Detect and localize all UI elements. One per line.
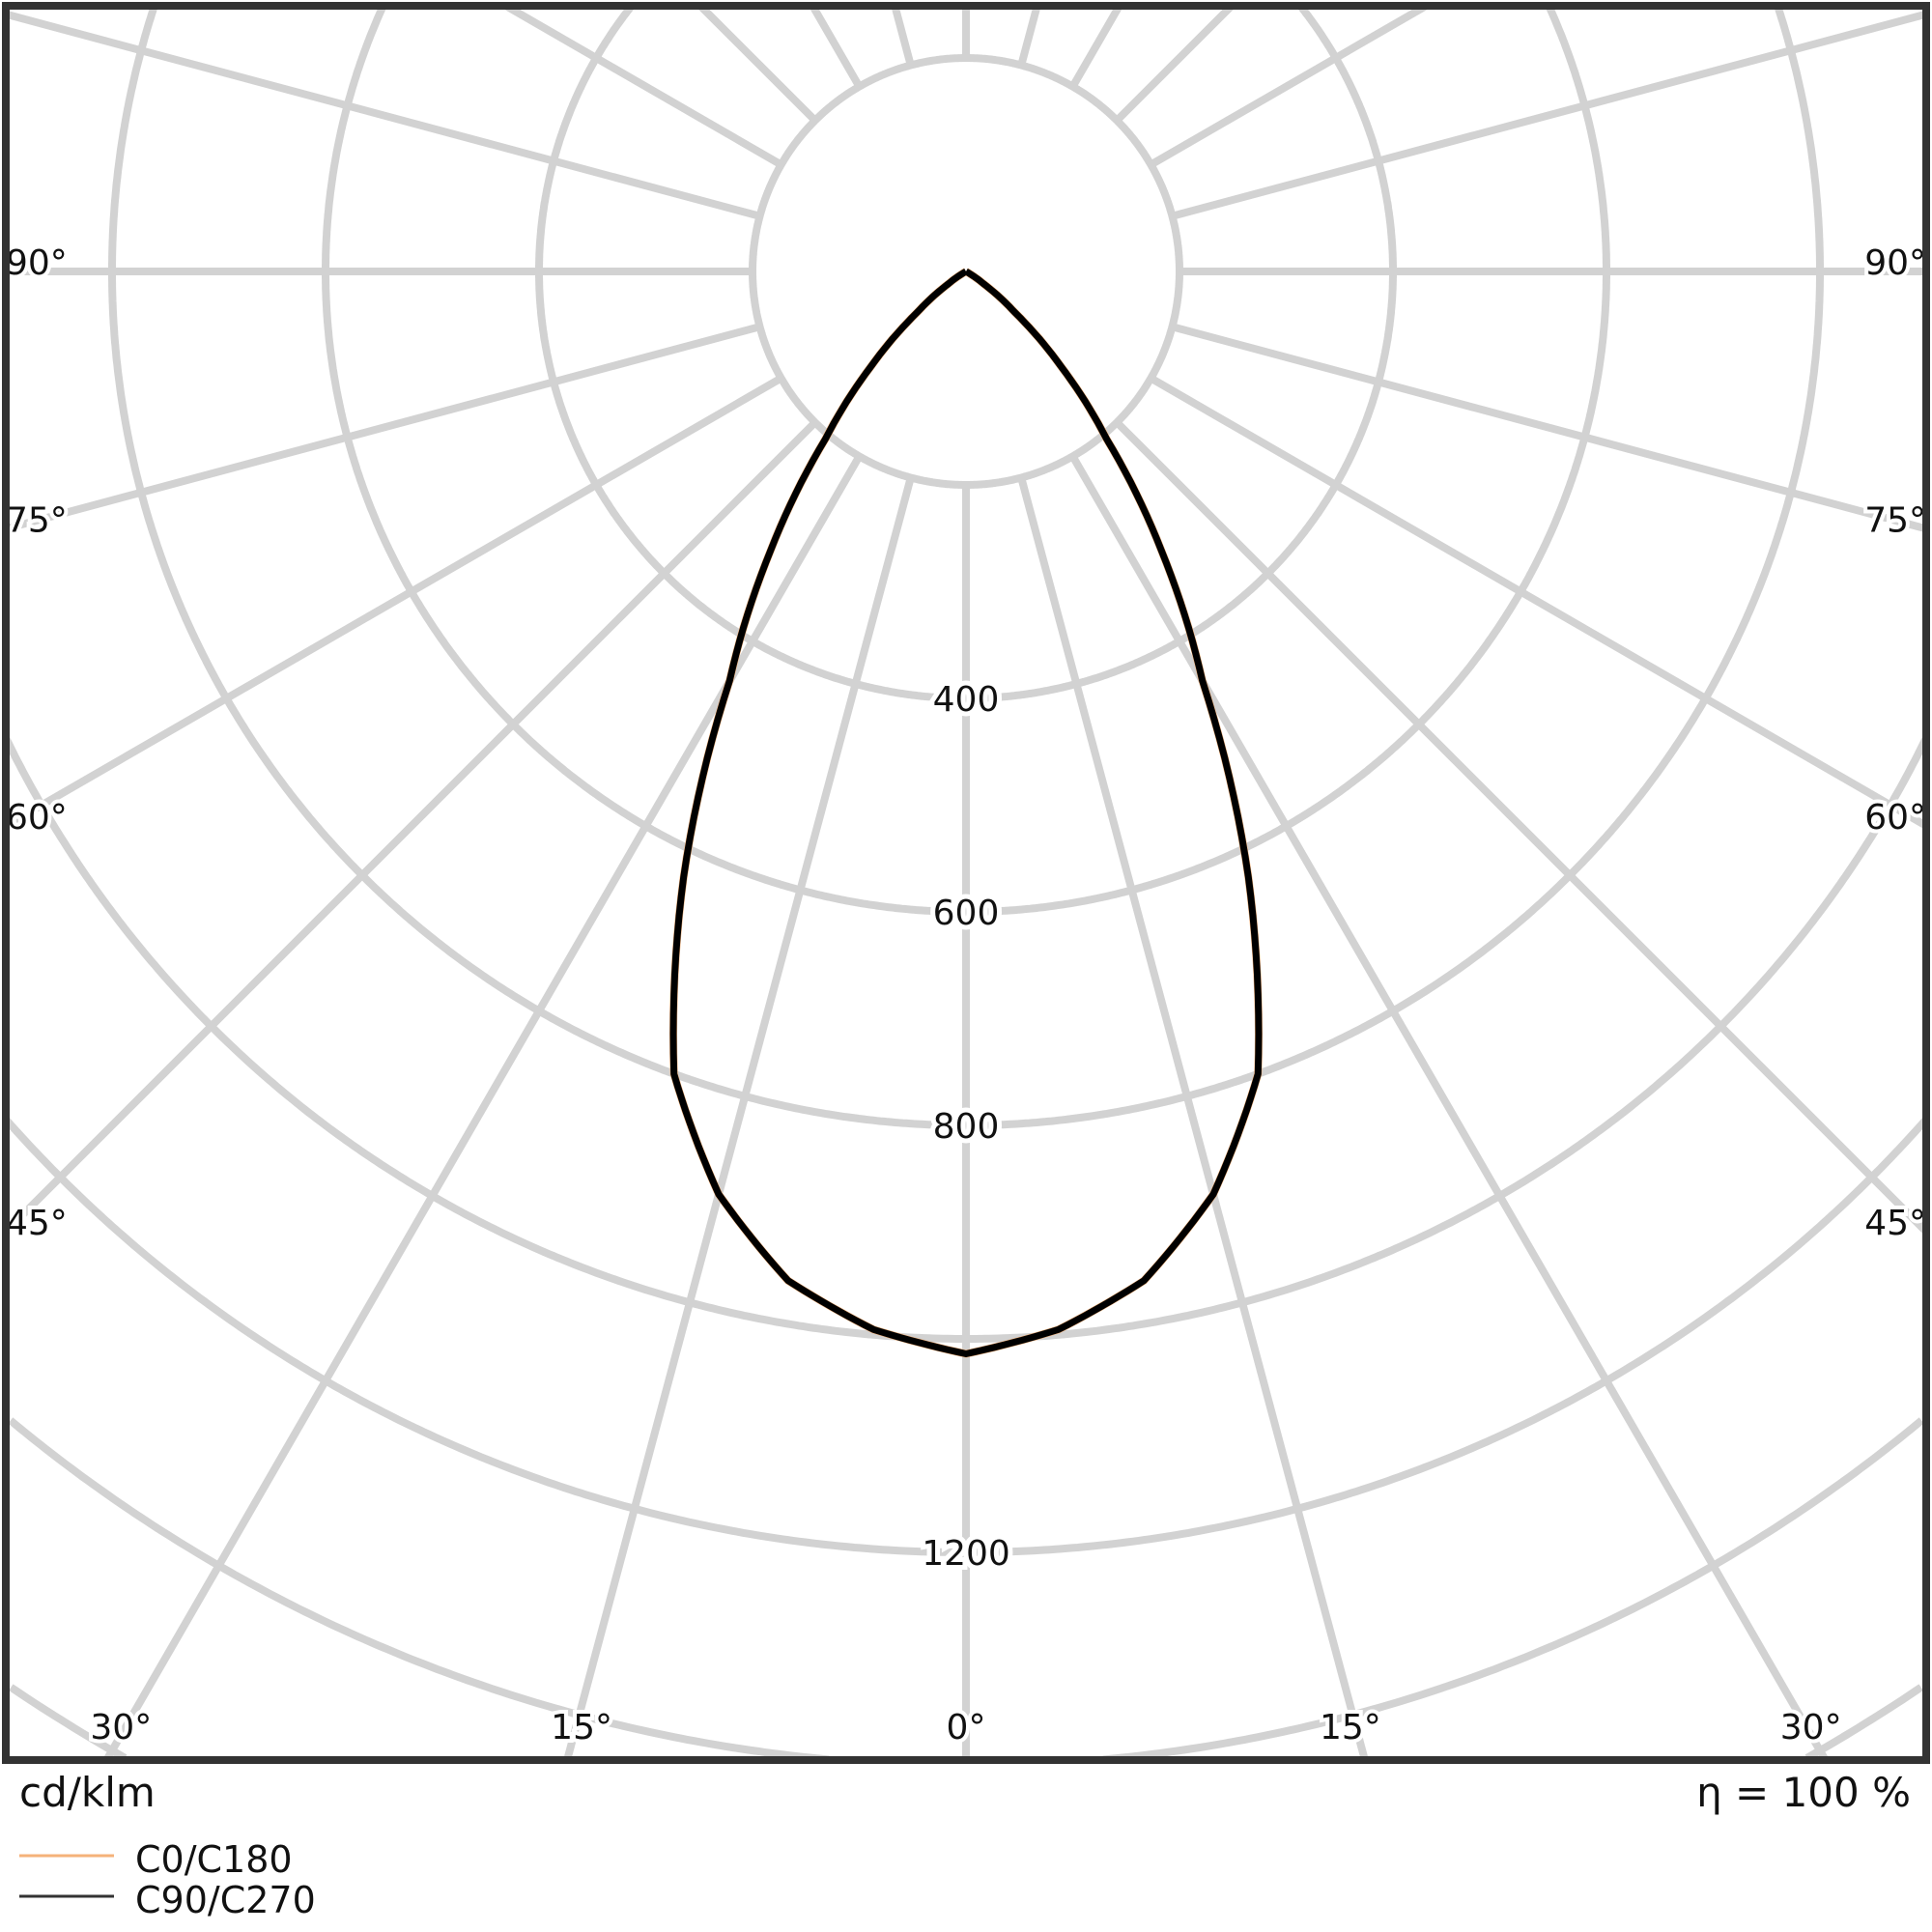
angle-label-right: 75° (1864, 500, 1926, 540)
radial-tick-label: 1200 (922, 1534, 1010, 1574)
radial-tick-label: 400 (933, 680, 1000, 720)
grid-spoke (1069, 454, 1830, 1760)
angle-label-bottom: 15° (551, 1708, 612, 1747)
curves (669, 268, 1263, 1358)
grid-spoke (6, 10, 761, 220)
angle-labels: 90° 90° 75° 75° 60° 60° 45° 45° 30° 15° 0° 15° 30° (2, 240, 1930, 1751)
unit-label: cd/klm (19, 1769, 156, 1816)
radial-tick-labels: 400 600 800 1200 (917, 675, 1015, 1578)
efficiency-label: η = 100 % (1696, 1769, 1911, 1816)
grid-spoke (1017, 6, 1041, 67)
angle-label-left: 90° (6, 243, 68, 283)
curve-c90-c270 (669, 268, 1263, 1357)
grid-spoke (6, 419, 818, 1235)
grid-spoke (1171, 10, 1926, 220)
angle-label-right: 45° (1864, 1204, 1926, 1243)
grid-ring (6, 737, 1926, 1343)
angle-label-right: 60° (1864, 798, 1926, 838)
angle-label-right: 90° (1864, 243, 1926, 283)
angle-label-bottom: 30° (1780, 1708, 1842, 1747)
grid-spoke (1114, 6, 1235, 124)
legend: C0/C180 C90/C270 (19, 1838, 316, 1921)
grid-spoke (1017, 476, 1369, 1760)
grid-spoke (6, 375, 783, 830)
grid-spoke (1171, 323, 1926, 533)
plot-frame (2, 2, 1930, 1764)
grid-spoke (102, 454, 863, 1760)
grid-spoke (891, 6, 915, 67)
legend-label-c0-c180: C0/C180 (135, 1838, 293, 1881)
radial-tick-label: 800 (933, 1107, 1000, 1147)
angle-label-left: 60° (6, 798, 68, 838)
grid-spoke (1069, 6, 1123, 89)
grid-ring (9, 1684, 1923, 1760)
angle-label-left: 75° (6, 500, 68, 540)
grid-spoke (809, 6, 863, 89)
grid-ring (322, 6, 1610, 916)
grid-ring (8, 1417, 1924, 1760)
polar-grid (6, 6, 1926, 1760)
radial-tick-label: 600 (933, 894, 1000, 933)
grid-spoke (6, 323, 761, 533)
legend-label-c90-c270: C90/C270 (135, 1879, 316, 1921)
grid-spoke (1149, 6, 1429, 168)
grid-spoke (503, 6, 783, 168)
grid-ring (535, 6, 1397, 702)
grid-spoke (1149, 375, 1926, 830)
grid-ring (6, 1117, 1926, 1556)
angle-label-left: 45° (6, 1204, 68, 1243)
grid-spoke (697, 6, 818, 124)
grid-spoke (1114, 419, 1926, 1235)
grid-spoke (563, 476, 915, 1760)
angle-label-bottom: 15° (1320, 1708, 1381, 1747)
angle-label-bottom: 0° (947, 1708, 986, 1747)
angle-label-bottom: 30° (90, 1708, 152, 1747)
